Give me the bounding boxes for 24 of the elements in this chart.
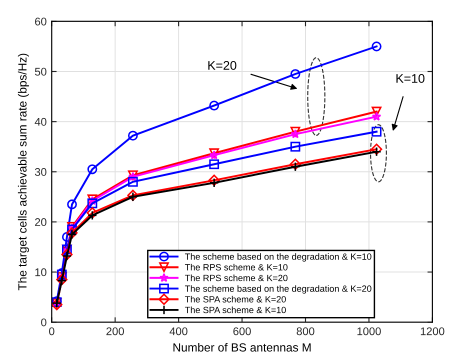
- x-tick-label: 800: [296, 327, 314, 336]
- x-tick-label: 200: [106, 327, 124, 336]
- y-tick-label: 20: [35, 218, 46, 226]
- x-tick-label: 400: [170, 327, 188, 336]
- x-tick-label: 600: [233, 327, 251, 336]
- legend-label: The scheme based on the degradation & K=10: [184, 253, 372, 262]
- x-tick-label: 1200: [420, 327, 444, 336]
- legend-label: The SPA scheme & K=10: [184, 306, 286, 314]
- x-tick-label: 0: [49, 327, 54, 336]
- x-axis-title: Number of BS antennas M: [173, 342, 311, 352]
- y-tick-label: 60: [35, 18, 46, 26]
- legend-label: The RPS scheme & K=20: [184, 274, 288, 282]
- legend-label: The scheme based on the degradation & K=20: [184, 285, 372, 294]
- y-tick-label: 0: [41, 318, 46, 326]
- y-axis-title: The target cells achievable sum rate (bps/Hz): [18, 54, 29, 290]
- annotation: K=20: [208, 60, 236, 70]
- legend-label: The RPS scheme & K=10: [184, 264, 288, 270]
- y-tick-label: 40: [34, 118, 46, 126]
- y-tick-label: 10: [35, 268, 46, 276]
- y-tick-label: 50: [34, 68, 46, 76]
- y-tick-label: 30: [34, 168, 46, 176]
- x-tick-label: 1000: [357, 327, 381, 336]
- annotation: K=10: [396, 74, 424, 83]
- legend-label: The SPA scheme & K=20: [184, 296, 286, 302]
